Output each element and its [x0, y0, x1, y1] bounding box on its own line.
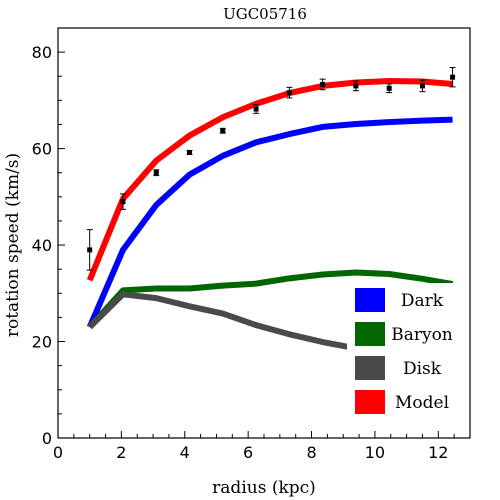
x-tick-label: 6	[243, 443, 253, 462]
x-axis-label: radius (kpc)	[212, 478, 316, 498]
y-tick-label: 20	[32, 333, 52, 352]
y-tick-label: 0	[42, 429, 52, 448]
y-tick-label: 80	[32, 43, 52, 62]
data-point	[286, 90, 292, 96]
x-tick-label: 10	[365, 443, 385, 462]
y-tick-label: 40	[32, 236, 52, 255]
x-tick-label: 12	[428, 443, 448, 462]
y-axis-ticks: 0 20 40 60 80	[32, 27, 65, 448]
x-axis-ticks: 0 2 4 6 8 10 12	[53, 431, 471, 462]
x-tick-label: 8	[306, 443, 316, 462]
legend-swatch-disk	[355, 356, 385, 380]
y-axis-label: rotation speed (km/s)	[3, 153, 23, 337]
data-point	[220, 128, 226, 134]
data-point	[153, 170, 159, 176]
series-line-model	[86, 78, 453, 282]
data-point	[120, 199, 126, 205]
y-tick-label: 60	[32, 140, 52, 159]
data-point	[419, 83, 425, 89]
x-tick-label: 2	[116, 443, 126, 462]
series-line-baryon	[87, 269, 454, 330]
observed-points	[86, 67, 456, 271]
data-point	[187, 149, 193, 155]
legend-label-model: Model	[395, 393, 449, 413]
legend-label-dark: Dark	[401, 291, 444, 311]
legend-swatch-model	[355, 390, 385, 414]
x-tick-label: 0	[53, 443, 63, 462]
legend-label-disk: Disk	[403, 359, 442, 379]
data-point	[353, 83, 359, 89]
legend-swatch-baryon	[355, 322, 385, 346]
data-point	[450, 74, 456, 80]
series-line-dark	[86, 116, 453, 329]
data-point	[320, 81, 326, 87]
data-point	[87, 247, 93, 253]
legend: Dark Baryon Disk Model	[347, 283, 463, 422]
chart-title: UGC05716	[223, 5, 307, 23]
x-tick-label: 4	[180, 443, 190, 462]
legend-label-baryon: Baryon	[391, 325, 453, 345]
data-point	[386, 85, 392, 91]
legend-swatch-dark	[355, 288, 385, 312]
data-point	[253, 106, 259, 112]
